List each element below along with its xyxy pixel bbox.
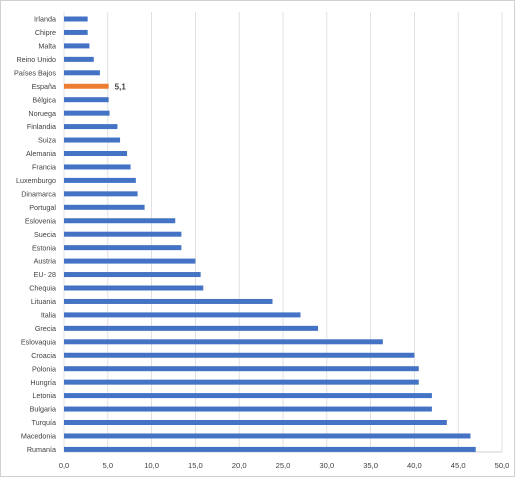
bar: [64, 420, 447, 425]
bar: [64, 366, 419, 372]
bar: [64, 137, 121, 143]
bar: [64, 164, 131, 170]
bar: [64, 339, 383, 345]
bar: [64, 110, 110, 116]
x-tick-label: 5,0: [103, 461, 114, 470]
category-label: Noruega: [28, 109, 56, 118]
bar: [64, 97, 109, 103]
category-label: Dinamarca: [21, 189, 56, 198]
bar: [64, 325, 319, 331]
category-label: España: [32, 82, 56, 91]
bar: [64, 204, 145, 210]
bar: [64, 231, 182, 237]
category-labels: Irlanda Chipre Malta Reino Unido Países Bajo…: [14, 15, 56, 454]
x-tick-label: 0,0: [59, 461, 70, 470]
bar: [64, 218, 176, 224]
category-label: Suecia: [34, 230, 56, 239]
bar: [64, 56, 94, 62]
bar: [64, 70, 100, 76]
bar: [64, 43, 90, 49]
x-tick-label: 45,0: [451, 461, 466, 470]
data-labels: 5,1: [115, 82, 127, 91]
category-label: Chipre: [35, 28, 56, 37]
category-label: Lituania: [31, 297, 56, 306]
x-tick-label: 40,0: [407, 461, 422, 470]
category-label: Macedonia: [21, 432, 56, 441]
bar: [64, 245, 182, 251]
x-tick-label: 25,0: [276, 461, 291, 470]
category-label: Malta: [38, 42, 56, 51]
category-label: Estonia: [32, 243, 56, 252]
x-tick-label: 10,0: [144, 461, 159, 470]
bar: [64, 29, 88, 35]
bar: [64, 177, 136, 183]
category-label: Alemania: [26, 149, 56, 158]
bars: [64, 16, 476, 452]
bar: [64, 124, 118, 130]
category-label: Grecia: [35, 324, 56, 333]
category-label: Bélgica: [32, 95, 56, 104]
category-label: Polonia: [32, 364, 56, 373]
bar: [64, 379, 419, 385]
bar: [64, 352, 415, 358]
bar: [64, 446, 476, 452]
category-label: Luxemburgo: [16, 176, 56, 185]
category-label: Portugal: [29, 203, 56, 212]
bar: [64, 83, 109, 89]
data-label: 5,1: [115, 82, 127, 91]
bar: [64, 393, 432, 399]
category-label: Francia: [32, 163, 56, 172]
x-tick-labels: 0,0 5,0 10,0 15,0 20,0 25,0 30,0 35,0 40,0 45,0 50…: [59, 461, 510, 470]
bar: [64, 151, 128, 156]
bar: [64, 433, 471, 439]
category-label: Letonia: [32, 391, 56, 400]
category-label: Croacia: [31, 351, 56, 360]
bar: [64, 16, 88, 22]
category-label: Finlandia: [27, 122, 56, 131]
x-tick-label: 15,0: [188, 461, 203, 470]
bar: [64, 272, 201, 278]
category-label: Eslovenia: [25, 216, 56, 225]
category-label: Bulgaria: [30, 405, 56, 414]
bar: [64, 258, 196, 264]
category-label: Chequia: [29, 284, 56, 293]
bar: [64, 406, 432, 412]
category-label: EU- 28: [34, 270, 56, 279]
category-label: Suiza: [38, 136, 56, 145]
x-tick-label: 50,0: [495, 461, 510, 470]
category-label: Países Bajos: [14, 68, 56, 77]
category-label: Irlanda: [34, 15, 56, 24]
bar: [64, 312, 301, 318]
category-label: Eslovaquia: [21, 337, 56, 346]
bar: [64, 298, 273, 304]
bar: [64, 191, 138, 197]
x-tick-label: 35,0: [363, 461, 378, 470]
category-label: Austria: [34, 257, 56, 266]
category-label: Rumanía: [27, 445, 56, 454]
bar: [64, 285, 204, 291]
x-tick-label: 20,0: [232, 461, 247, 470]
category-label: Italia: [41, 311, 56, 320]
category-label: Reino Unido: [16, 55, 56, 64]
category-label: Hungría: [30, 378, 56, 387]
category-label: Turquía: [31, 418, 56, 427]
x-tick-label: 30,0: [319, 461, 334, 470]
